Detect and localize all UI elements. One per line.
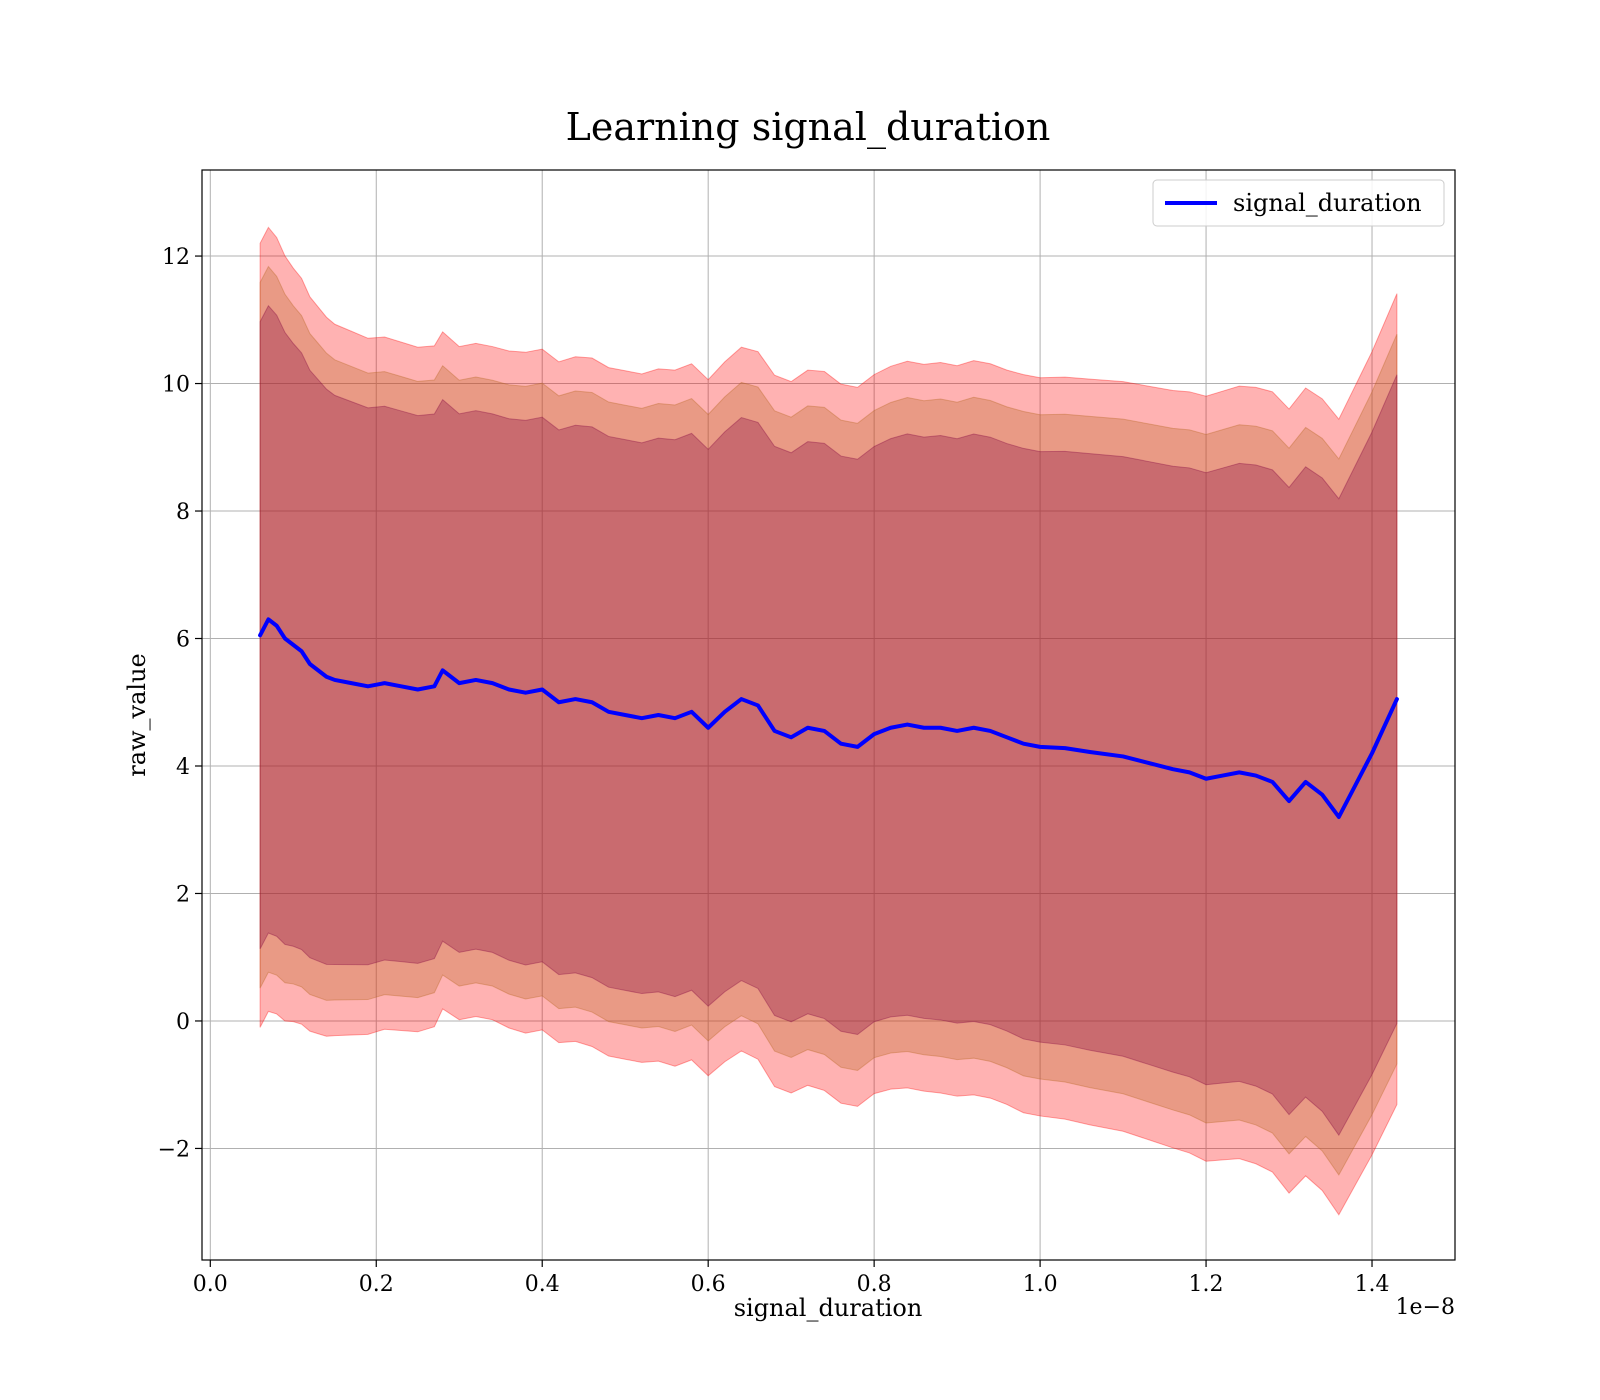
x-tick-label: 1.4 — [1355, 1272, 1390, 1297]
x-tick-label: 1.2 — [1189, 1272, 1224, 1297]
y-tick-label: 2 — [176, 882, 190, 907]
legend-frame — [1152, 179, 1445, 227]
x-axis-ticks: 0.0 0.2 0.4 0.6 0.8 1.0 1.2 1.4 — [193, 1260, 1390, 1297]
y-tick-label: 12 — [162, 245, 190, 270]
grid-layer — [202, 170, 1455, 1260]
y-tick-label: 0 — [176, 1010, 190, 1035]
confidence-bands — [259, 226, 1398, 1216]
chart-title: Learning signal_duration — [566, 105, 1051, 150]
x-tick-label: 0.2 — [359, 1272, 394, 1297]
plot-frame — [201, 169, 1456, 1261]
y-axis-ticks: −2 0 2 4 6 8 10 12 — [158, 245, 202, 1162]
x-axis-label: signal_duration — [734, 1294, 923, 1322]
x-axis-offset-label: 1e−8 — [1396, 1295, 1455, 1320]
x-tick-label: 0.6 — [691, 1272, 726, 1297]
legend: signal_duration — [1152, 179, 1445, 227]
x-tick-label: 1.0 — [1023, 1272, 1058, 1297]
confidence-band-1 — [259, 226, 1398, 1216]
y-tick-label: −2 — [158, 1137, 190, 1162]
y-tick-label: 4 — [176, 755, 190, 780]
y-tick-label: 6 — [176, 628, 190, 653]
y-tick-label: 8 — [176, 500, 190, 525]
x-tick-label: 0.8 — [857, 1272, 892, 1297]
x-tick-label: 0.4 — [525, 1272, 560, 1297]
confidence-band-3 — [259, 304, 1398, 1137]
series-line-signal-duration — [258, 617, 1399, 819]
series-line-layer — [258, 617, 1399, 819]
y-axis-label: raw_value — [123, 653, 151, 777]
x-tick-label: 0.0 — [193, 1272, 228, 1297]
confidence-band-2 — [259, 265, 1398, 1176]
legend-label: signal_duration — [1233, 189, 1422, 217]
y-tick-label: 10 — [162, 373, 190, 398]
